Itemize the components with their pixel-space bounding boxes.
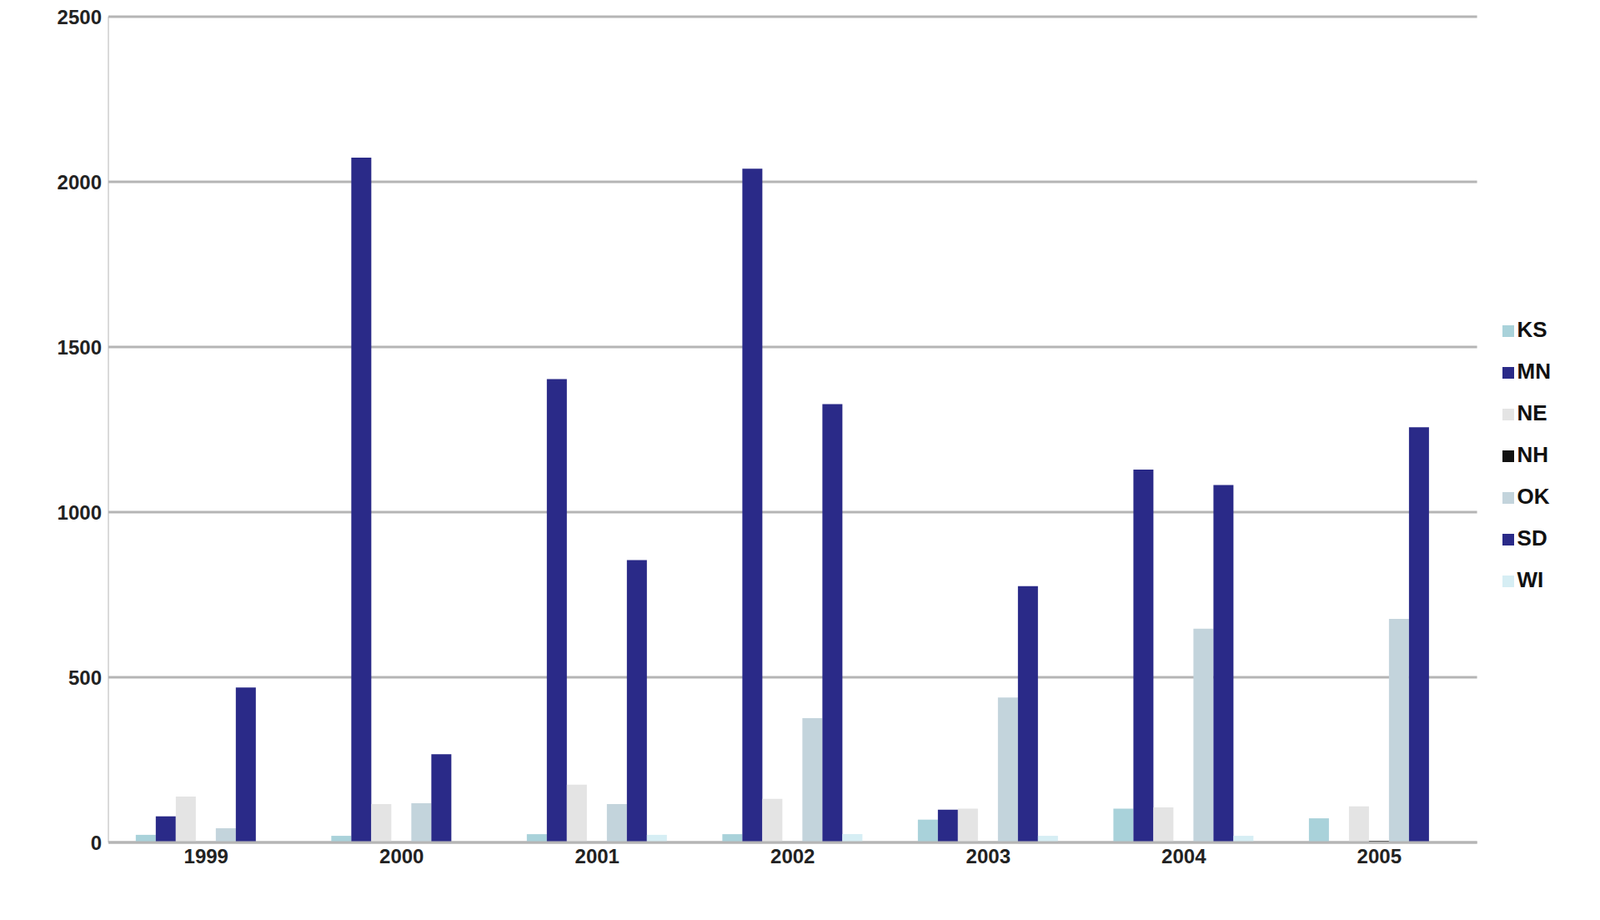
svg-text:2003: 2003 — [966, 844, 1011, 868]
html-text:WI: WI — [1517, 566, 1544, 592]
html-text:OK: OK — [1517, 483, 1550, 509]
svg-text:1999: 1999 — [184, 844, 229, 868]
svg-text:0: 0 — [90, 831, 102, 854]
html-text:SD: SD — [1517, 525, 1548, 551]
svg-text:2500: 2500 — [57, 5, 102, 29]
html-text:NE: NE — [1517, 400, 1548, 426]
svg-text:500: 500 — [68, 666, 102, 689]
html-text:MN: MN — [1517, 358, 1551, 384]
svg-text:1500: 1500 — [57, 336, 102, 359]
svg-text:2002: 2002 — [770, 844, 815, 868]
svg-text:2000: 2000 — [57, 170, 102, 194]
svg-text:2001: 2001 — [575, 844, 620, 868]
svg-text:2000: 2000 — [379, 844, 424, 868]
html-text:KS: KS — [1517, 316, 1548, 342]
svg-text:2005: 2005 — [1357, 844, 1402, 868]
svg-text:2004: 2004 — [1161, 844, 1207, 868]
svg-text:1000: 1000 — [57, 501, 102, 524]
html-text:NH: NH — [1517, 441, 1549, 467]
